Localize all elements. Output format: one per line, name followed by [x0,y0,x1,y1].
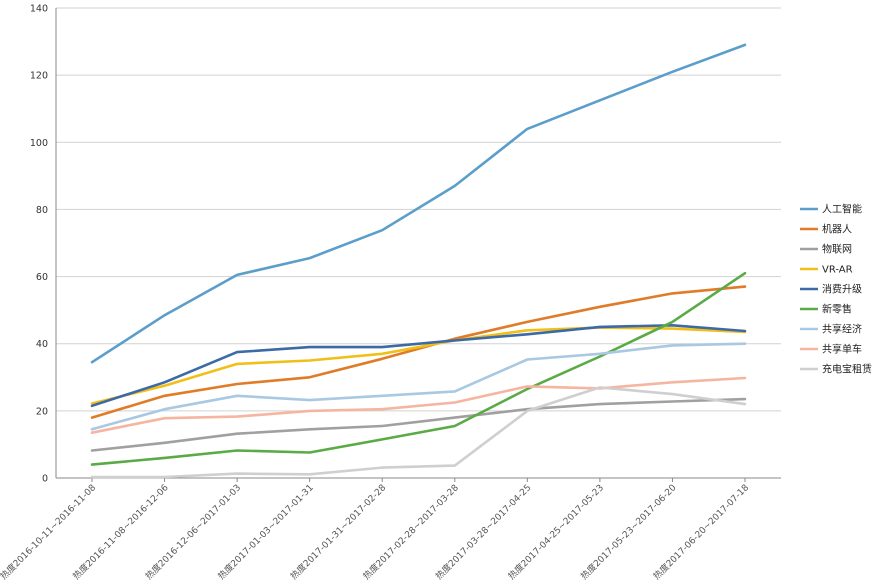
series-line [90,323,747,408]
legend-label: VR-AR [822,265,853,276]
series-line [90,342,747,431]
x-axis: 热度2016-10-11~2016-11-08热度2016-11-08~2016… [0,478,751,580]
gridlines [56,7,781,479]
y-axis: 0 20 40 60 80 100 120 140 [30,4,57,485]
legend-label: 人工智能 [822,203,862,216]
series-line [90,271,747,466]
legend-label: 机器人 [822,223,852,236]
y-tick-label: 140 [30,4,48,15]
legend-label: 充电宝租赁 [822,363,872,376]
series-line [90,386,747,479]
legend-label: 共享单车 [822,343,862,356]
legend-label: 物联网 [822,243,852,256]
y-tick-label: 40 [36,339,48,350]
plot-area [90,43,747,479]
y-tick-label: 20 [36,406,48,417]
y-tick-label: 0 [42,474,48,485]
series-line [90,43,747,364]
y-tick-label: 80 [36,205,48,216]
series-line [90,285,747,419]
series-line [90,326,747,405]
legend-label: 共享经济 [822,323,862,336]
y-tick-label: 100 [30,138,48,149]
y-tick-label: 120 [30,71,48,82]
series-line [90,397,747,452]
series-line [90,376,747,435]
legend-label: 消费升级 [822,283,862,296]
y-tick-label: 60 [36,272,48,283]
legend-label: 新零售 [822,303,852,316]
